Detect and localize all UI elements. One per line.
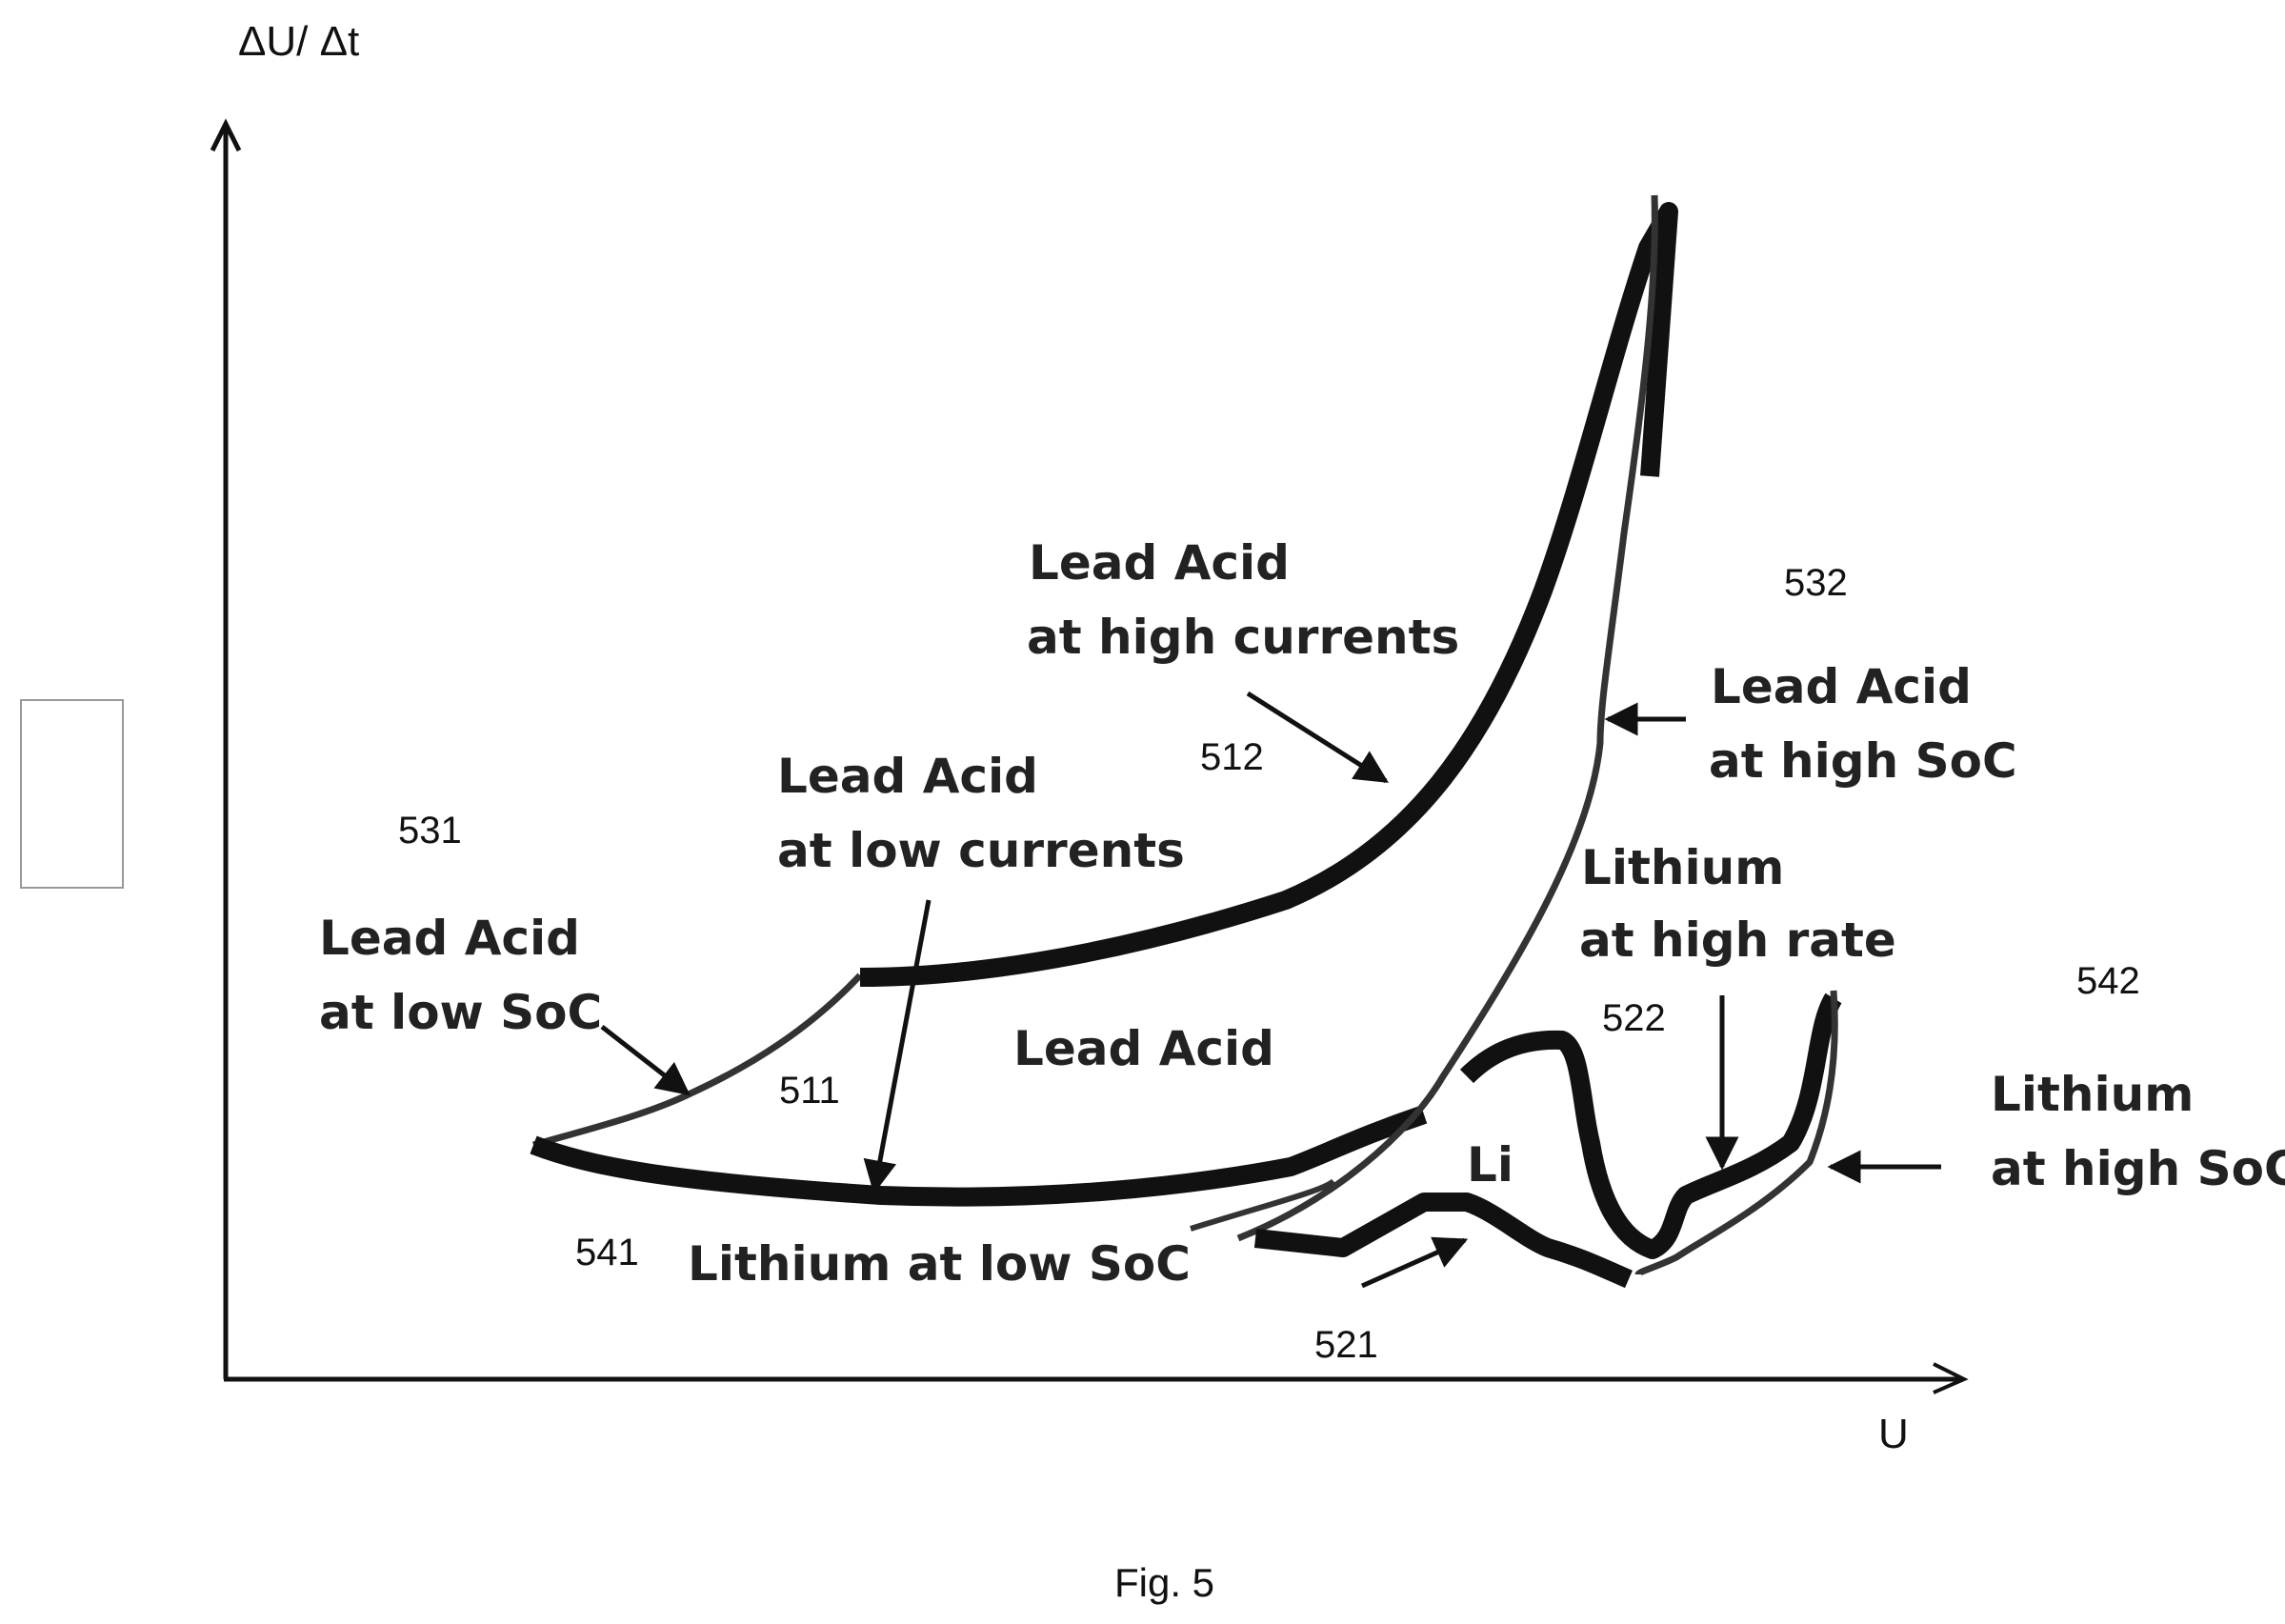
ref-521: 521	[1314, 1324, 1378, 1366]
lithium-curve-521	[1253, 1193, 1633, 1289]
label-lithium-high-rate-line2: at high rate	[1579, 912, 1896, 968]
label-lead-acid-high-soc-line1: Lead Acid	[1711, 659, 1972, 714]
x-axis-label: U	[1878, 1411, 1909, 1457]
lead-acid-high-soc-curve	[1236, 194, 1658, 1242]
ref-531: 531	[398, 810, 462, 852]
arrow-lead-acid-high-currents	[1246, 691, 1389, 784]
lead-acid-low-soc-curve	[532, 972, 863, 1149]
ref-511: 511	[779, 1070, 840, 1112]
label-lead-acid-high-currents-line1: Lead Acid	[1029, 535, 1290, 591]
arrow-521	[1360, 1236, 1469, 1289]
label-li-region: Li	[1467, 1137, 1513, 1193]
label-lead-acid-low-soc-line2: at low SoC	[319, 985, 602, 1040]
ref-541: 541	[575, 1232, 639, 1273]
label-lead-acid-high-currents-line2: at high currents	[1027, 610, 1459, 665]
ref-542: 542	[2076, 960, 2140, 1002]
ref-512: 512	[1200, 736, 1264, 778]
y-axis-label: ΔU/ Δt	[238, 18, 359, 65]
x-axis-arrowhead	[1933, 1362, 1969, 1394]
lead-acid-low-currents-curve	[530, 1105, 1428, 1207]
label-lithium-high-soc-line2: at high SoC	[1991, 1141, 2285, 1196]
label-lithium-low-soc: Lithium at low SoC	[688, 1236, 1191, 1292]
label-lead-acid-low-currents-line2: at low currents	[777, 823, 1185, 878]
arrow-lead-acid-low-soc	[600, 1025, 691, 1096]
label-lead-acid-low-soc-line1: Lead Acid	[319, 911, 580, 966]
lithium-high-rate-curve	[1459, 992, 1842, 1259]
margin-box	[20, 699, 124, 889]
ref-522: 522	[1602, 997, 1666, 1039]
y-axis-arrowhead	[210, 118, 242, 152]
label-lead-acid-region: Lead Acid	[1013, 1021, 1274, 1076]
label-lead-acid-low-currents-line1: Lead Acid	[777, 749, 1038, 804]
label-lithium-high-soc-line1: Lithium	[1991, 1067, 2194, 1122]
label-lead-acid-high-soc-line2: at high SoC	[1709, 733, 2017, 789]
lead-acid-high-currents-curve	[859, 202, 1678, 987]
lithium-low-soc-curve	[1190, 1178, 1336, 1232]
lithium-high-soc-curve	[1634, 990, 1838, 1277]
arrow-lead-acid-low-currents	[863, 899, 932, 1194]
figure-caption: Fig. 5	[1114, 1560, 1214, 1605]
label-lithium-high-rate-line1: Lithium	[1581, 840, 1784, 895]
ref-532: 532	[1784, 562, 1848, 604]
